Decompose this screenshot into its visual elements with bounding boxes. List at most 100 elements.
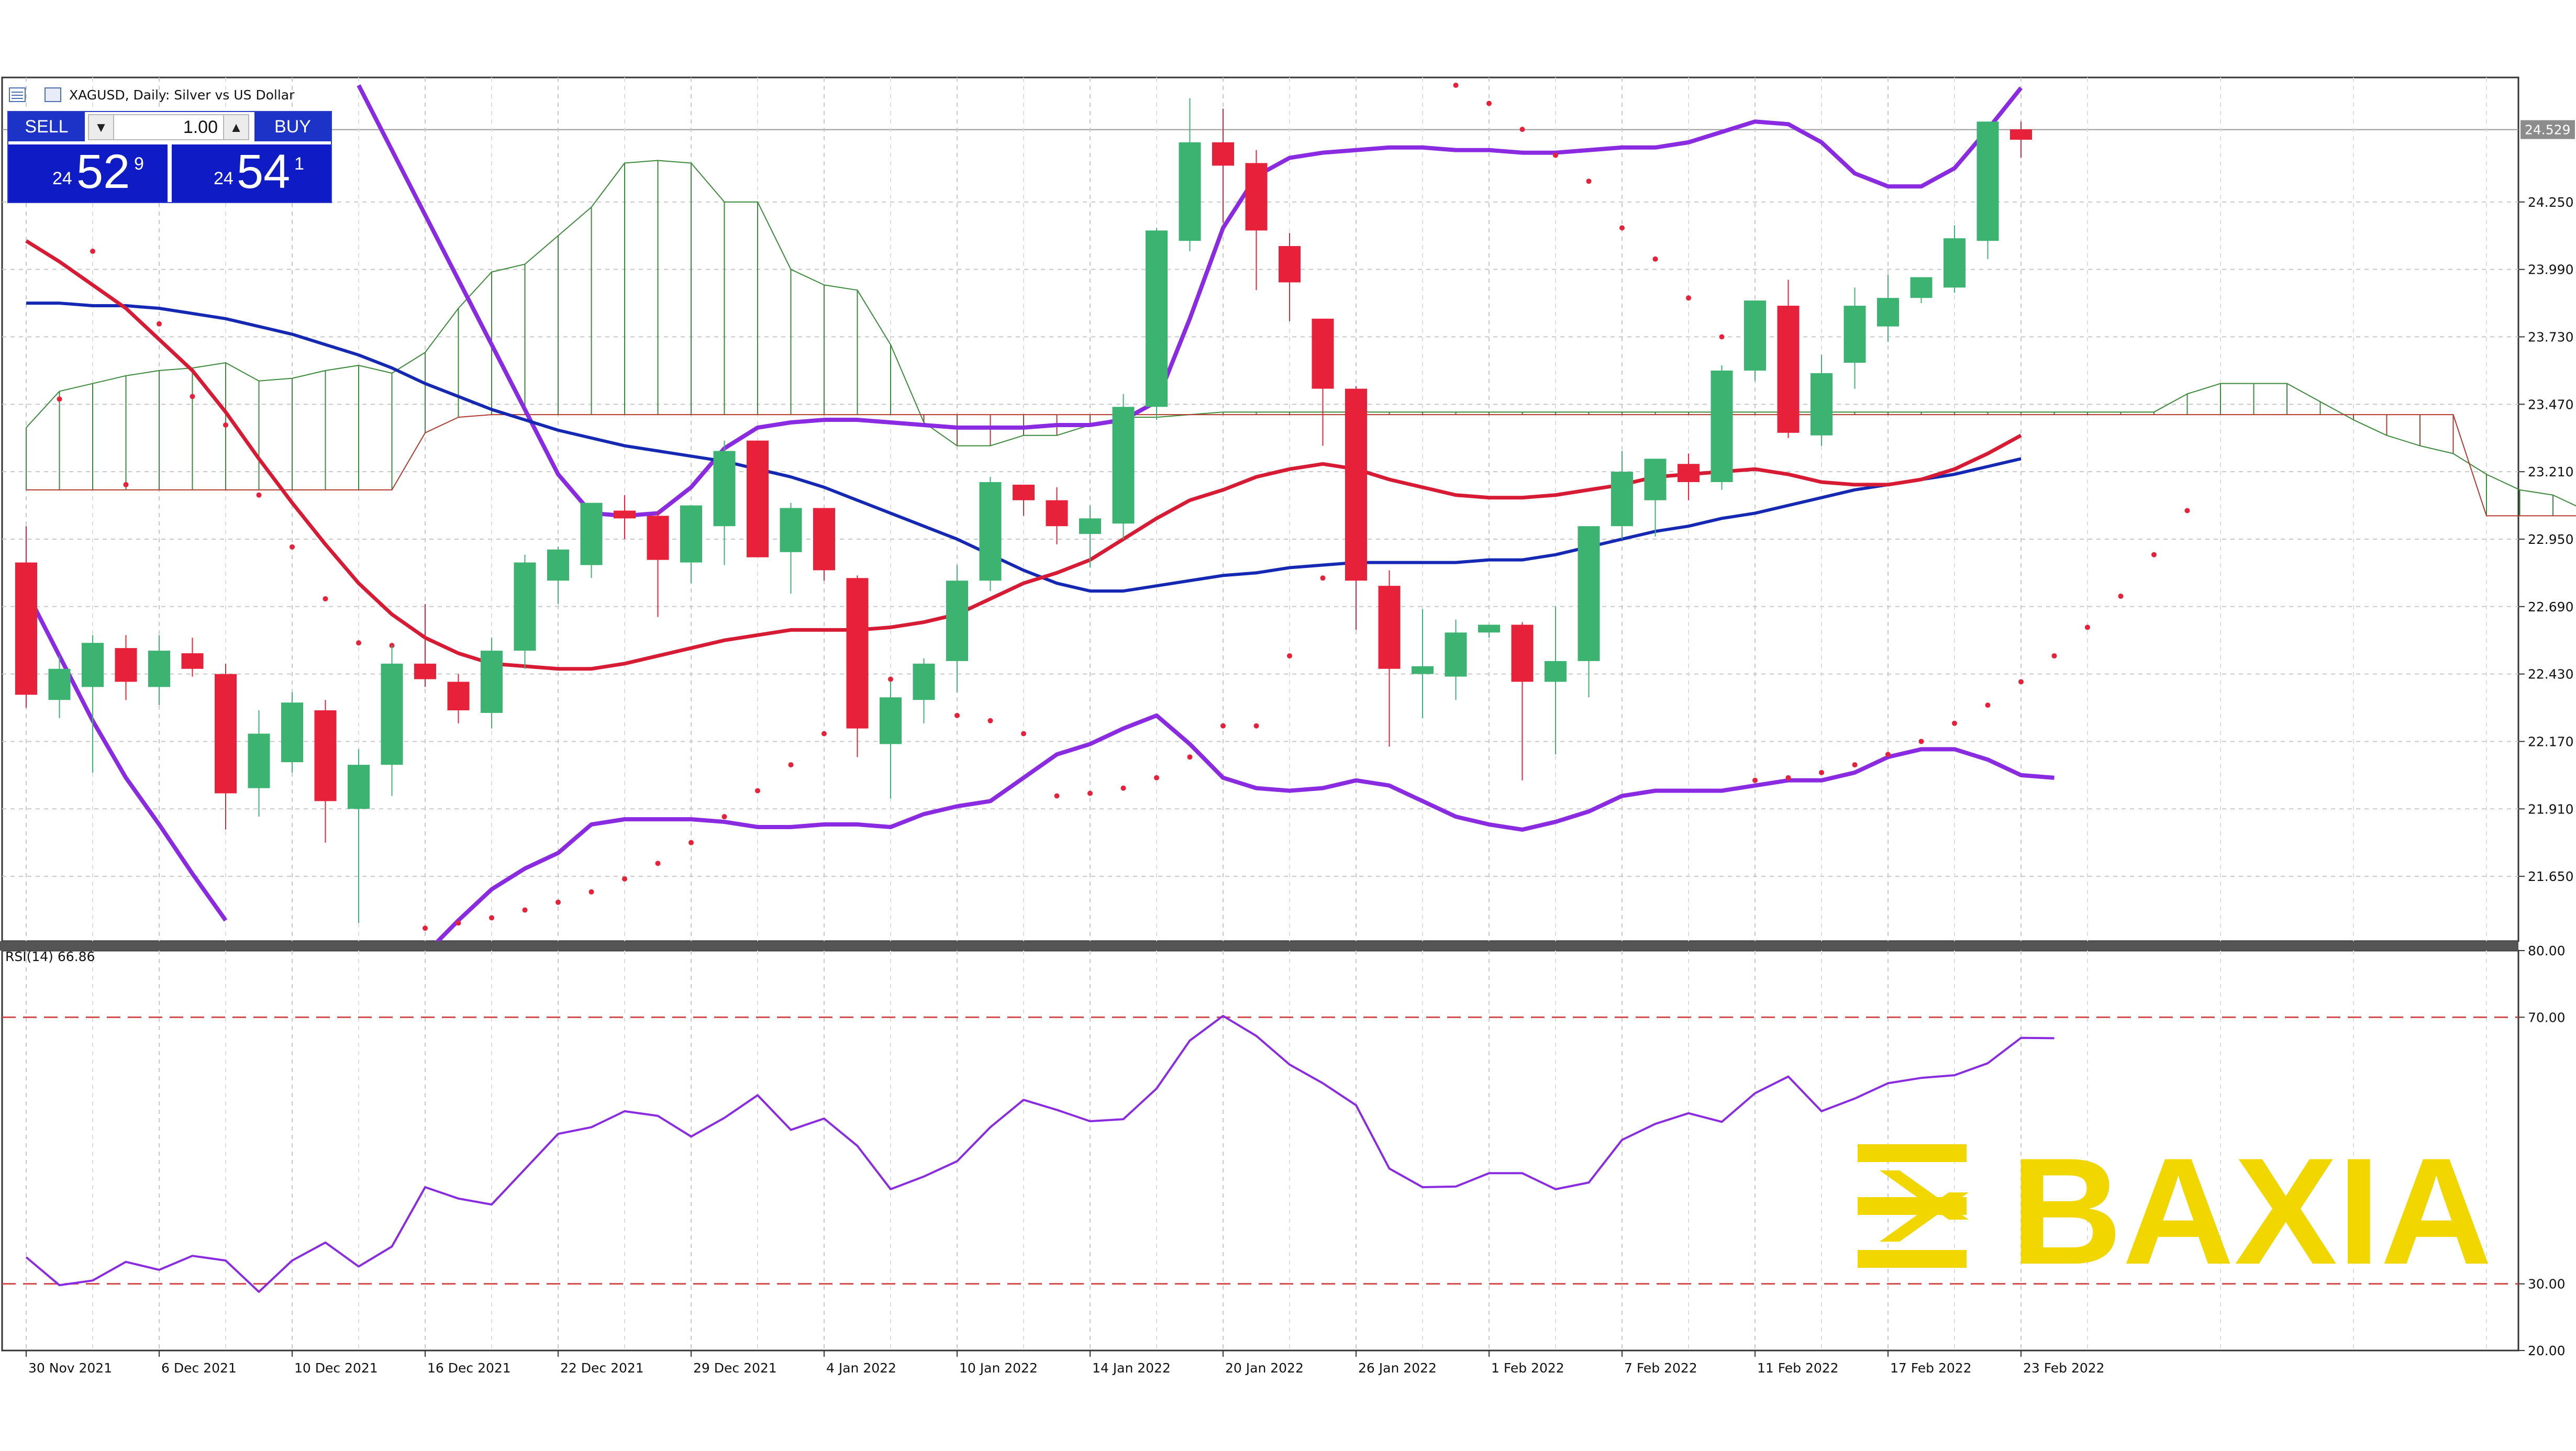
psar-dot [1686,295,1691,301]
price-tick-label: 24.250 [2528,195,2573,210]
psar-dot [1087,790,1093,796]
psar-dot [2184,508,2190,514]
psar-dot [589,889,594,895]
rsi-title: RSI(14) 66.86 [5,949,95,964]
candle-bear [1345,388,1367,581]
volume-increase-arrow-icon[interactable]: ▲ [223,115,248,139]
date-tick-label: 10 Dec 2021 [294,1360,378,1376]
candle-bull [880,697,902,744]
buy-price-fraction: 1 [294,154,304,174]
symbol-icon [45,87,61,102]
candle-bull [1844,306,1866,363]
psar-dot [622,876,627,882]
price-tick-label: 22.430 [2528,667,2573,682]
ichimoku-cloud [26,160,2576,517]
candle-bear [447,682,470,711]
candle-bull [1146,230,1168,407]
psar-dot [1519,127,1525,132]
candle-bull [148,651,170,687]
volume-decrease-arrow-icon[interactable]: ▼ [89,115,114,139]
candle-bull [48,668,71,700]
candle-bear [414,663,436,679]
psar-dot [1021,731,1026,736]
price-tick-label: 23.470 [2528,397,2573,412]
psar-dot [1652,256,1658,262]
psar-dot [1985,702,1991,708]
psar-dot [1486,101,1492,106]
candle-bear [747,440,769,557]
psar-dot [323,596,328,601]
psar-dot [788,762,794,768]
rsi-line [25,1014,2055,1293]
candle-bear [614,510,636,519]
candle-bull [680,505,702,563]
candle-bull [281,702,303,763]
parabolic-sar [57,67,2190,931]
candle-bull [248,733,270,788]
candle-bull [1079,518,1101,534]
psar-dot [489,915,494,921]
candle-bear [1777,306,1800,433]
candle-bull [946,581,968,661]
psar-dot [1819,769,1824,775]
panel-separator [0,941,2518,951]
price-tick-label: 22.170 [2528,734,2573,749]
volume-field[interactable]: ▼ 1.00 ▲ [88,114,249,140]
psar-dot [356,640,361,646]
price-tick-label: 23.210 [2528,464,2573,479]
baxia-logo-icon [1858,1144,1969,1268]
price-tick-label: 22.690 [2528,599,2573,615]
psar-dot [689,840,694,845]
psar-dot [1187,754,1193,760]
psar-dot [2118,593,2124,599]
candle-bull [1112,407,1135,524]
date-tick-label: 14 Jan 2022 [1092,1360,1171,1376]
date-tick-label: 7 Feb 2022 [1624,1360,1697,1376]
candle-bull [82,643,104,687]
price-tick-label: 23.990 [2528,262,2573,277]
candle-bull [1910,277,1933,298]
psar-dot [223,422,228,428]
date-tick-label: 1 Feb 2022 [1491,1360,1564,1376]
candle-bull [1977,121,1999,241]
brand-watermark: BAXIA [1858,1126,2492,1296]
candle-bear [1046,500,1068,527]
date-tick-label: 11 Feb 2022 [1757,1360,1839,1376]
candle-bear [1312,318,1334,389]
psar-dot [522,907,528,913]
psar-dot [2018,679,2024,685]
candle-bull [713,451,736,527]
psar-dot [1785,775,1791,780]
candle-bull [547,549,569,581]
date-tick-label: 17 Feb 2022 [1890,1360,1972,1376]
psar-dot [1253,723,1259,729]
buy-price-button[interactable]: 24 54 1 [172,144,331,202]
candle-bull [1578,526,1600,661]
psar-dot [1220,723,1226,729]
sell-button[interactable]: SELL [8,112,85,141]
candle-bear [1378,586,1401,669]
volume-value[interactable]: 1.00 [183,117,218,137]
current-price-tag [2521,120,2575,139]
psar-dot [1586,178,1592,184]
buy-price-main: 54 [237,145,291,198]
candle-bull [381,663,403,765]
candle-bull [1944,238,1966,288]
candle-bear [1678,464,1700,482]
candle-bull [348,765,370,809]
sell-price-button[interactable]: 24 52 9 [8,144,168,202]
psar-dot [987,718,993,723]
rsi-tick-label: 30.00 [2528,1277,2566,1292]
bollinger-bands [24,84,2055,941]
senkou-span-a-line [26,160,2576,507]
candle-bear [647,516,669,560]
rsi-tick-label: 80.00 [2528,943,2566,958]
bollinger-lower-line [24,590,2055,941]
date-tick-label: 22 Dec 2021 [560,1360,644,1376]
sell-price-main: 52 [76,145,130,198]
symbol-title: XAGUSD, Daily: Silver vs US Dollar [69,87,295,103]
psar-dot [1420,67,1425,72]
candle-bear [314,710,337,801]
buy-button[interactable]: BUY [254,112,331,141]
candle-bull [780,508,802,552]
